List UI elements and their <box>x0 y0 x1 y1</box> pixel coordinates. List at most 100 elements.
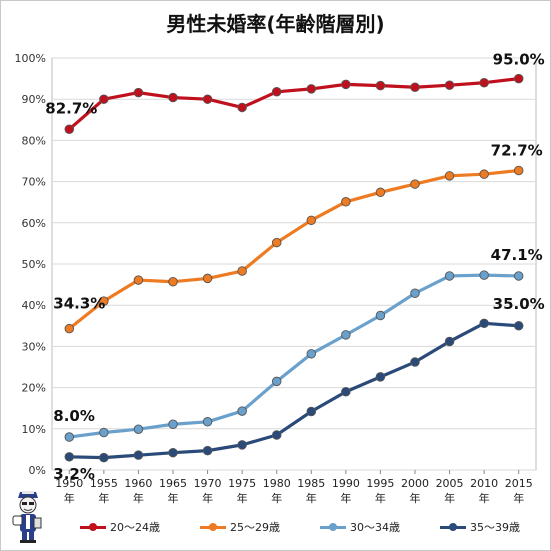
data-point <box>64 452 75 462</box>
legend-item-25-29: 25〜29歳 <box>200 519 280 535</box>
data-point <box>202 417 213 427</box>
x-tick-label: 2010 <box>470 477 498 490</box>
data-point <box>341 386 351 397</box>
data-point <box>375 372 386 382</box>
legend-label-35-39: 35〜39歳 <box>470 521 520 534</box>
data-point <box>99 94 109 104</box>
data-point <box>202 273 213 284</box>
data-point <box>133 424 144 434</box>
x-tick-label: 1980 <box>263 477 291 490</box>
data-point <box>410 179 420 189</box>
data-point <box>410 357 420 367</box>
data-point <box>306 349 317 359</box>
data-point <box>237 440 247 450</box>
x-tick-suffix: 年 <box>479 491 490 505</box>
legend-swatch-35-39 <box>440 522 466 532</box>
data-point <box>133 450 144 460</box>
data-label: 47.1% <box>491 246 543 264</box>
data-point <box>64 432 75 442</box>
x-tick-label: 1965 <box>159 477 187 490</box>
x-tick-label: 1950 <box>55 477 83 490</box>
data-point <box>410 82 420 93</box>
data-point <box>444 80 455 90</box>
y-tick-label: 90% <box>22 93 46 106</box>
data-label: 72.7% <box>491 141 543 159</box>
x-tick-suffix: 年 <box>410 491 421 505</box>
data-point <box>479 318 489 329</box>
x-tick-suffix: 年 <box>340 491 351 505</box>
y-tick-label: 20% <box>22 382 46 395</box>
legend-label-30-34: 30〜34歳 <box>350 521 400 534</box>
data-point <box>168 419 178 430</box>
data-point <box>410 288 420 299</box>
data-label: 3.2% <box>53 465 95 483</box>
series-line-2 <box>69 273 519 439</box>
y-tick-label: 10% <box>22 423 46 436</box>
x-tick-suffix: 年 <box>133 491 144 505</box>
series-line-0 <box>68 77 519 131</box>
data-point <box>271 430 282 440</box>
data-point <box>306 406 317 417</box>
data-point <box>202 94 213 104</box>
mascot-icon <box>12 491 42 543</box>
x-tick-label: 1975 <box>228 477 256 490</box>
data-point <box>237 102 247 113</box>
data-point <box>99 296 109 306</box>
x-tick-suffix: 年 <box>513 491 524 505</box>
data-point <box>341 197 351 207</box>
x-tick-suffix: 年 <box>64 491 75 505</box>
data-point <box>513 271 524 281</box>
x-tick-suffix: 年 <box>306 491 317 505</box>
legend-label-20-24: 20〜24歳 <box>110 521 160 534</box>
x-tick-label: 1985 <box>297 477 325 490</box>
data-point <box>237 406 247 416</box>
data-point <box>202 445 213 456</box>
y-tick-label: 0% <box>29 464 46 477</box>
chart-title: 男性未婚率(年齢階層別) <box>166 12 385 36</box>
x-tick-suffix: 年 <box>444 491 455 505</box>
x-tick-label: 1970 <box>194 477 222 490</box>
data-point <box>168 447 178 458</box>
data-point <box>375 80 386 91</box>
legend-swatch-25-29 <box>200 522 226 532</box>
data-point <box>444 336 455 347</box>
y-tick-label: 40% <box>22 299 46 312</box>
data-point <box>444 171 455 181</box>
data-point <box>375 187 386 198</box>
data-label: 95.0% <box>493 51 545 69</box>
y-tick-label: 50% <box>22 258 46 271</box>
data-label: 8.0% <box>53 407 95 425</box>
data-point <box>64 124 75 135</box>
legend-item-30-34: 30〜34歳 <box>320 519 400 535</box>
y-tick-label: 60% <box>22 217 46 230</box>
y-tick-label: 30% <box>22 340 46 353</box>
data-point <box>99 427 109 438</box>
x-tick-label: 1995 <box>366 477 394 490</box>
x-tick-label: 1960 <box>124 477 152 490</box>
legend-item-20-24: 20〜24歳 <box>80 519 160 535</box>
x-tick-label: 1955 <box>90 477 118 490</box>
legend-label-25-29: 25〜29歳 <box>230 521 280 534</box>
data-point <box>479 270 489 280</box>
x-tick-suffix: 年 <box>237 491 248 505</box>
legend-item-35-39: 35〜39歳 <box>440 519 520 535</box>
y-tick-label: 70% <box>22 176 46 189</box>
x-tick-label: 2005 <box>436 477 464 490</box>
data-point <box>306 215 317 226</box>
data-point <box>271 376 282 387</box>
data-point <box>375 310 386 321</box>
data-label: 82.7% <box>45 99 97 117</box>
series-line-1 <box>68 168 519 330</box>
data-point <box>168 92 178 103</box>
data-point <box>168 276 178 287</box>
x-tick-suffix: 年 <box>202 491 213 505</box>
data-label: 35.0% <box>493 295 545 313</box>
y-tick-label: 100% <box>15 52 46 65</box>
x-tick-suffix: 年 <box>168 491 179 505</box>
x-tick-suffix: 年 <box>98 491 109 505</box>
data-point <box>99 452 109 463</box>
data-point <box>64 323 75 334</box>
x-tick-label: 2000 <box>401 477 429 490</box>
x-tick-label: 2015 <box>505 477 533 490</box>
